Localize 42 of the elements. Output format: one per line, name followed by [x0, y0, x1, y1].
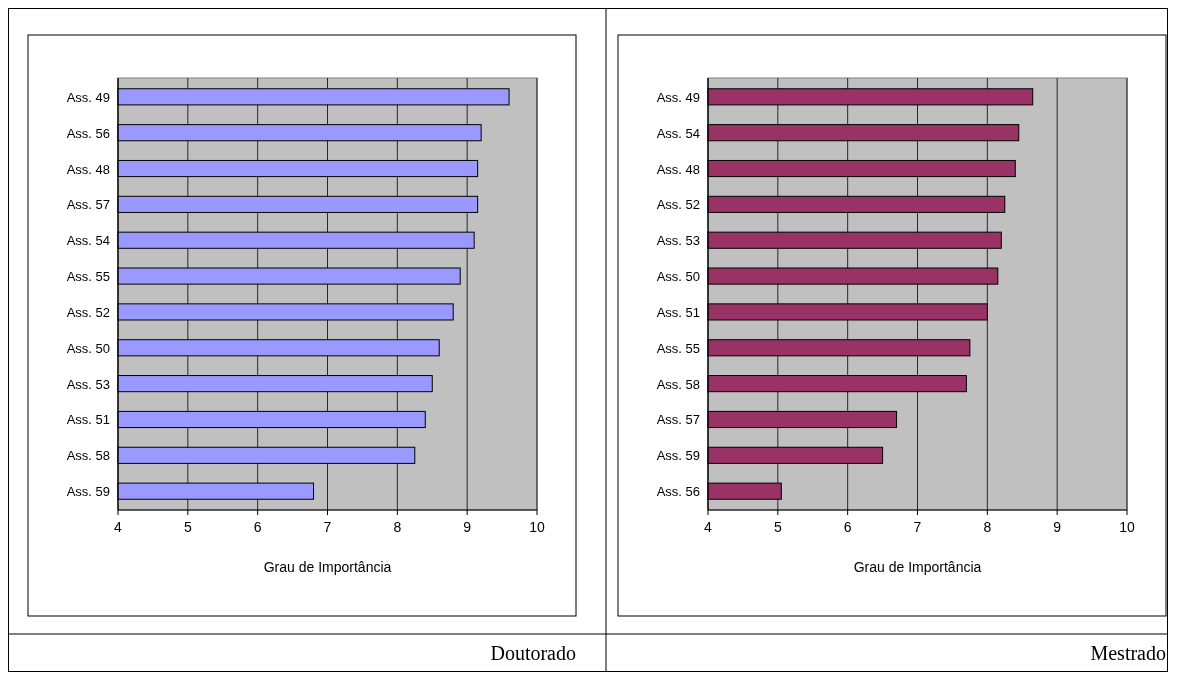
- y-tick-label: Ass. 59: [66, 484, 110, 500]
- y-tick-label: Ass. 55: [656, 340, 700, 356]
- y-tick-label: Ass. 48: [66, 161, 110, 177]
- text: Doutorado: [490, 642, 576, 664]
- x-tick-label: 10: [529, 519, 545, 535]
- y-tick-label: Ass. 56: [66, 125, 110, 141]
- y-tick-label: Ass. 54: [66, 233, 110, 249]
- x-tick-label: 5: [183, 519, 192, 535]
- y-tick-label: Ass. 57: [656, 412, 700, 428]
- y-tick-label: Ass. 54: [656, 125, 700, 141]
- text: Mestrado: [1090, 642, 1166, 664]
- y-tick-label: Ass. 58: [66, 448, 110, 464]
- y-tick-label: Ass. 50: [66, 340, 110, 356]
- x-tick-label: 9: [463, 519, 472, 535]
- x-tick-label: 8: [393, 519, 402, 535]
- y-tick-label: Ass. 53: [66, 376, 110, 392]
- y-tick-label: Ass. 58: [656, 376, 700, 392]
- x-tick-label: 4: [114, 519, 123, 535]
- y-tick-label: Ass. 59: [656, 448, 700, 464]
- y-tick-label: Ass. 50: [656, 269, 700, 285]
- x-tick-label: 5: [773, 519, 782, 535]
- x-tick-label: 9: [1053, 519, 1062, 535]
- x-tick-label: 6: [843, 519, 852, 535]
- y-tick-label: Ass. 49: [66, 89, 110, 105]
- x-tick-label: 7: [913, 519, 922, 535]
- y-tick-label: Ass. 52: [656, 197, 700, 213]
- x-tick-label: 10: [1119, 519, 1135, 535]
- y-tick-label: Ass. 49: [656, 89, 700, 105]
- y-tick-label: Ass. 48: [656, 161, 700, 177]
- x-axis-title: Grau de Importância: [263, 559, 392, 575]
- y-tick-label: Ass. 57: [66, 197, 110, 213]
- y-tick-label: Ass. 52: [66, 304, 110, 320]
- y-tick-label: Ass. 53: [656, 233, 700, 249]
- y-tick-label: Ass. 55: [66, 269, 110, 285]
- y-tick-label: Ass. 56: [656, 484, 700, 500]
- y-tick-label: Ass. 51: [656, 304, 700, 320]
- y-tick-label: Ass. 51: [66, 412, 110, 428]
- x-tick-label: 7: [323, 519, 332, 535]
- x-axis-title: Grau de Importância: [853, 559, 982, 575]
- x-tick-label: 6: [253, 519, 262, 535]
- x-tick-label: 4: [704, 519, 713, 535]
- x-tick-label: 8: [983, 519, 992, 535]
